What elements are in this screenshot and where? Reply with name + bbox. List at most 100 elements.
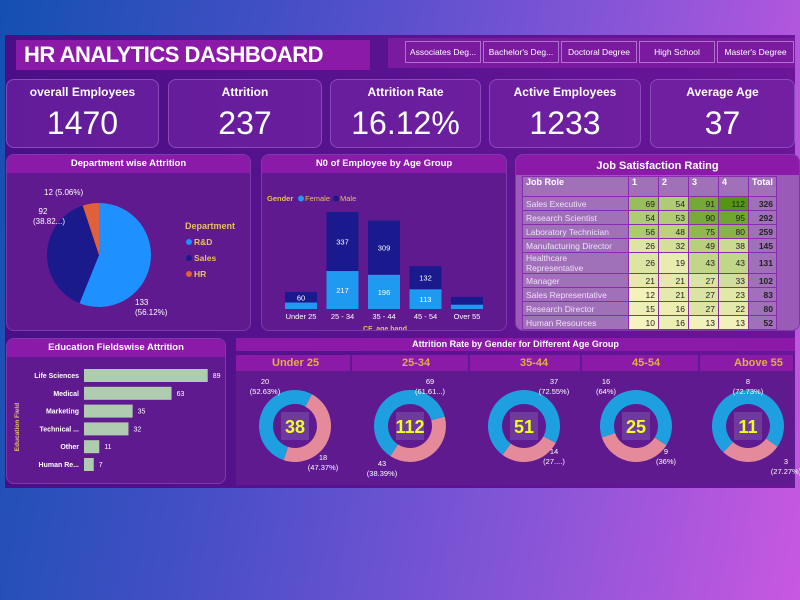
column-header[interactable]: Job Role bbox=[522, 176, 629, 197]
kpi-value: 237 bbox=[218, 105, 272, 141]
table-row: Sales Executive 69 54 91 112 326 bbox=[522, 196, 777, 211]
slicer-masters[interactable]: Master's Degree bbox=[717, 41, 794, 63]
bar bbox=[84, 386, 172, 400]
total-cell: 326 bbox=[748, 196, 777, 211]
rating-cell: 21 bbox=[658, 273, 689, 288]
slicer-bachelors[interactable]: Bachelor's Deg... bbox=[483, 41, 559, 63]
kpi-value: 37 bbox=[704, 105, 741, 141]
rating-cell: 91 bbox=[688, 196, 719, 211]
y-tick-label: Technical ... bbox=[39, 426, 79, 433]
gender-age-title: Attrition Rate by Gender for Different A… bbox=[236, 338, 795, 351]
table-row: Healthcare Representative 26 19 43 43 131 bbox=[522, 252, 777, 274]
department-attrition-panel: Department wise Attrition 133 (56.12%) 92(… bbox=[6, 154, 251, 331]
total-cell: 145 bbox=[748, 238, 777, 253]
female-value: 37 bbox=[550, 377, 558, 386]
female-value: 69 bbox=[426, 377, 434, 386]
bar-female bbox=[451, 304, 483, 309]
rating-cell: 75 bbox=[688, 224, 719, 239]
bar bbox=[84, 458, 94, 471]
donut-slice-female bbox=[374, 390, 445, 457]
rating-cell: 112 bbox=[718, 196, 749, 211]
gender-donut-chart: 38 20(52.63%) 18(47.37%) bbox=[250, 377, 339, 472]
job-satisfaction-matrix: Job Role 1 2 3 4 Total Sales Executive 69 54 91 11… bbox=[522, 176, 777, 330]
x-tick-label: 25 - 34 bbox=[331, 312, 354, 321]
column-header[interactable]: Total bbox=[748, 176, 777, 197]
x-tick-label: 35 - 44 bbox=[372, 312, 395, 321]
rating-cell: 48 bbox=[658, 224, 689, 239]
data-label: 89 bbox=[213, 373, 221, 380]
rating-cell: 16 bbox=[658, 315, 689, 330]
male-percent: (27....) bbox=[543, 457, 565, 466]
bar bbox=[84, 440, 100, 454]
bar-male bbox=[368, 220, 400, 275]
column-header[interactable]: 3 bbox=[688, 176, 719, 197]
x-tick-label: Over 55 bbox=[454, 312, 481, 321]
donut-slice-male bbox=[283, 394, 331, 462]
male-value: 18 bbox=[319, 453, 327, 462]
kpi-attrition: Attrition 237 bbox=[168, 79, 322, 148]
rating-cell: 22 bbox=[718, 301, 749, 316]
legend-marker-male bbox=[333, 195, 339, 202]
table-row: Laboratory Technician 56 48 75 80 259 bbox=[522, 224, 777, 239]
gender-donut-chart: 51 37(72.55%) 14(27....) bbox=[488, 377, 570, 466]
donut-total: 11 bbox=[738, 417, 757, 437]
slicer-high-school[interactable]: High School bbox=[639, 41, 715, 63]
donut-slice-male bbox=[502, 436, 556, 462]
y-tick-label: Life Sciences bbox=[34, 373, 79, 380]
rating-cell: 95 bbox=[718, 210, 749, 225]
y-tick-label: Marketing bbox=[46, 409, 79, 416]
age-group-header: 35-44 bbox=[470, 355, 580, 371]
donut-slice-male bbox=[723, 438, 778, 462]
male-value: 3 bbox=[784, 457, 788, 466]
bar-female bbox=[368, 274, 400, 309]
rating-cell: 16 bbox=[658, 301, 689, 316]
rating-cell: 53 bbox=[658, 210, 689, 225]
bar-value-male: 132 bbox=[419, 274, 432, 283]
rating-cell: 15 bbox=[628, 301, 659, 316]
female-value: 8 bbox=[746, 377, 750, 386]
bar-value-male: 60 bbox=[297, 293, 305, 302]
y-tick-label: Other bbox=[60, 444, 79, 451]
pie-slice-sales bbox=[46, 205, 99, 304]
total-cell: 131 bbox=[748, 252, 777, 274]
legend-marker-hr bbox=[186, 271, 192, 277]
gender-donut-chart: 11 8(72.73%) 3(27.27%) bbox=[712, 377, 800, 476]
bar-male bbox=[451, 296, 483, 305]
column-header[interactable]: 4 bbox=[718, 176, 749, 197]
bar-male bbox=[409, 266, 442, 290]
rating-cell: 54 bbox=[658, 196, 689, 211]
bar-value-female: 196 bbox=[378, 288, 391, 297]
slicer-associates[interactable]: Associates Deg... bbox=[405, 41, 481, 63]
bar-value-male: 309 bbox=[378, 244, 391, 253]
female-percent: (64%) bbox=[596, 387, 617, 396]
rating-cell: 90 bbox=[688, 210, 719, 225]
education-attrition-panel: Education Fieldswise Attrition Education… bbox=[6, 338, 226, 484]
column-header[interactable]: 1 bbox=[628, 176, 659, 197]
pie-slice-hr bbox=[82, 203, 99, 255]
job-role-cell: Human Resources bbox=[522, 315, 629, 330]
slicer-doctoral[interactable]: Doctoral Degree bbox=[561, 41, 637, 63]
kpi-value: 1470 bbox=[46, 105, 119, 141]
kpi-label: overall Employees bbox=[29, 85, 136, 99]
age-group-header: 25-34 bbox=[352, 355, 468, 371]
bar bbox=[84, 422, 129, 436]
center-box bbox=[281, 412, 309, 440]
bar-value-female: 217 bbox=[336, 286, 349, 295]
column-header[interactable]: 2 bbox=[658, 176, 689, 197]
male-value: 14 bbox=[550, 447, 558, 456]
data-label: 133 bbox=[135, 298, 149, 307]
female-value: 16 bbox=[602, 377, 610, 386]
donut-total: 38 bbox=[285, 417, 305, 437]
kpi-attrition-rate: Attrition Rate 16.12% bbox=[330, 79, 481, 148]
kpi-value: 1233 bbox=[529, 105, 601, 141]
job-role-cell: Manufacturing Director bbox=[522, 238, 629, 253]
legend-marker-rnd bbox=[186, 239, 192, 245]
bar-female bbox=[285, 302, 317, 309]
x-tick-label: Under 25 bbox=[286, 312, 317, 321]
kpi-value: 16.12% bbox=[351, 105, 460, 141]
center-box bbox=[510, 412, 538, 440]
donut-slice-female bbox=[600, 390, 672, 446]
male-value: 43 bbox=[378, 459, 386, 468]
kpi-average-age: Average Age 37 bbox=[650, 79, 795, 148]
legend-title: Department bbox=[185, 221, 235, 231]
